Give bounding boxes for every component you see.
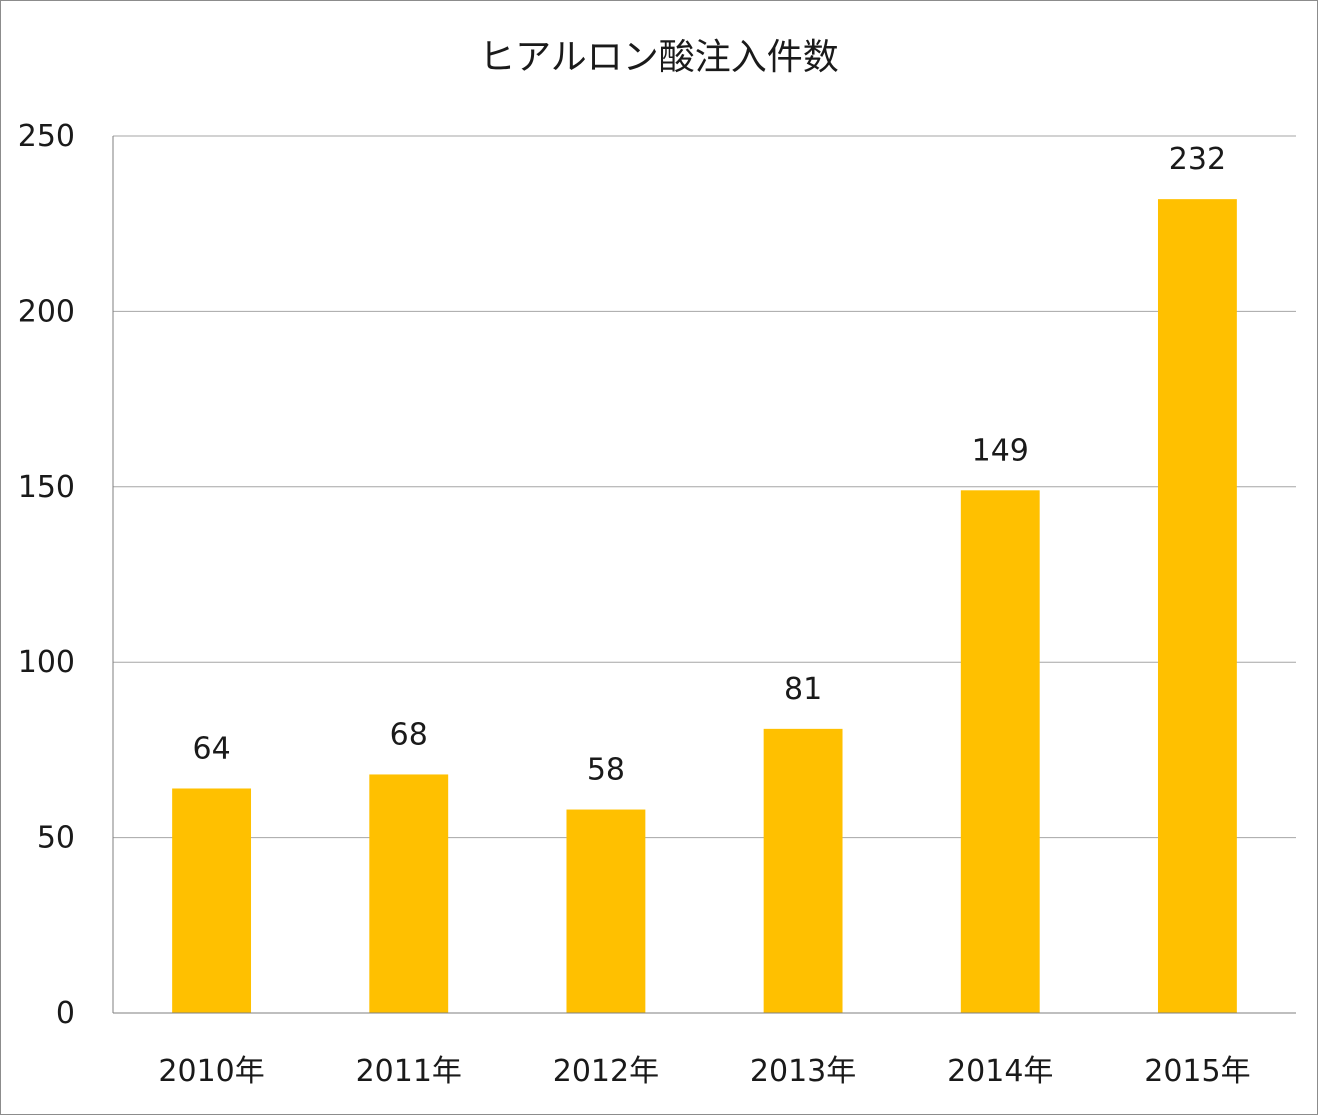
y-axis: 0 50 100 150 200 250	[18, 119, 114, 1031]
x-axis: 2010年 2011年 2012年 2013年 2014年 2015年	[113, 1012, 1296, 1089]
x-tick-label: 2010年	[158, 1054, 264, 1089]
x-tick-label: 2013年	[750, 1054, 856, 1089]
y-tick-label: 250	[18, 119, 75, 154]
data-label: 58	[587, 753, 625, 788]
y-tick-label: 0	[56, 996, 75, 1031]
data-label: 232	[1169, 142, 1226, 177]
bar	[1157, 199, 1237, 1014]
gridlines	[113, 135, 1296, 839]
data-label: 68	[390, 717, 428, 752]
x-tick-label: 2012年	[553, 1054, 659, 1089]
x-tick-label: 2015年	[1144, 1054, 1250, 1089]
data-label: 149	[972, 433, 1029, 468]
y-tick-label: 50	[37, 821, 75, 856]
bar	[369, 774, 449, 1013]
y-tick-label: 200	[18, 294, 75, 329]
data-label: 81	[784, 672, 822, 707]
bar	[566, 809, 646, 1013]
y-tick-label: 150	[18, 470, 75, 505]
chart-title: ヒアルロン酸注入件数	[479, 37, 839, 78]
bar	[172, 788, 252, 1013]
x-tick-label: 2014年	[947, 1054, 1053, 1089]
bar	[763, 728, 843, 1013]
x-tick-label: 2011年	[356, 1054, 462, 1089]
bars	[172, 199, 1237, 1014]
y-tick-label: 100	[18, 645, 75, 680]
bar	[960, 490, 1040, 1014]
data-labels: 64 68 58 81 149 232	[192, 142, 1226, 787]
data-label: 64	[192, 731, 230, 766]
